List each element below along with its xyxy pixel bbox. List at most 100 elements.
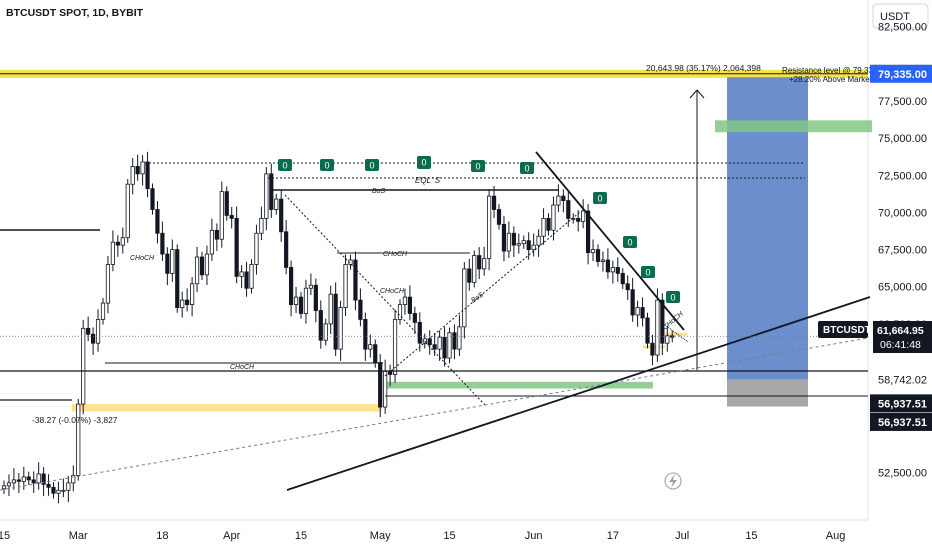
candle-body bbox=[214, 229, 219, 240]
candle-body bbox=[150, 188, 155, 210]
price-tick-label: 70,000.00 bbox=[878, 207, 927, 219]
candle-body bbox=[274, 198, 279, 210]
candle-body bbox=[640, 307, 645, 319]
candle-body bbox=[521, 240, 526, 245]
flag-marker: 0 bbox=[623, 236, 637, 248]
time-tick-label: 15 bbox=[443, 530, 455, 542]
candle-body bbox=[244, 271, 249, 289]
descending-trendline bbox=[535, 151, 685, 331]
flag-marker-bg bbox=[320, 159, 334, 171]
candle-body bbox=[46, 483, 51, 488]
candle-body bbox=[31, 479, 36, 484]
ascending-trendline bbox=[286, 296, 871, 491]
candle-body bbox=[472, 255, 477, 283]
candle-body bbox=[615, 267, 620, 274]
flag-marker: 0 bbox=[417, 156, 431, 168]
candle-body bbox=[338, 307, 343, 350]
candle-body bbox=[378, 362, 383, 408]
price-tick-label: 77,500.00 bbox=[878, 96, 927, 108]
flag-marker-text: 0 bbox=[524, 164, 529, 174]
flag-marker-bg bbox=[278, 159, 292, 171]
flag-marker-text: 0 bbox=[645, 268, 650, 278]
flag-marker-text: 0 bbox=[324, 161, 329, 171]
price-tick-label: 75,000.00 bbox=[878, 133, 927, 145]
candle-body bbox=[486, 195, 492, 259]
candle-body bbox=[328, 293, 333, 325]
price-badge-bg bbox=[870, 64, 932, 83]
flag-marker: 0 bbox=[471, 160, 485, 172]
candle-body bbox=[100, 302, 106, 320]
time-tick-label: Aug bbox=[826, 530, 846, 542]
time-tick-label: 17 bbox=[607, 530, 619, 542]
candle-body bbox=[91, 333, 96, 344]
flag-marker-bg bbox=[520, 162, 534, 174]
zones-layer bbox=[0, 69, 872, 412]
candle-body bbox=[6, 482, 12, 487]
candle-body bbox=[209, 229, 214, 255]
candle-body bbox=[526, 240, 531, 251]
price-badge-label: 79,335.00 bbox=[878, 69, 927, 81]
flag-marker-bg bbox=[417, 156, 431, 168]
price-tick-label: 65,000.00 bbox=[878, 282, 927, 294]
order-block-small bbox=[665, 332, 687, 336]
time-tick-label: May bbox=[370, 530, 391, 542]
candle-body bbox=[234, 217, 239, 277]
candle-body bbox=[358, 299, 363, 320]
candle-body bbox=[259, 217, 264, 234]
candle-body bbox=[660, 299, 665, 344]
candle-body bbox=[180, 299, 185, 308]
candle-body bbox=[165, 253, 170, 274]
time-tick-label: Apr bbox=[223, 530, 240, 542]
candle-body bbox=[175, 249, 180, 308]
candle-body bbox=[170, 249, 175, 274]
candle-body bbox=[556, 195, 561, 206]
symbol-badge-text: BTCUSDT bbox=[823, 325, 871, 336]
candle-body bbox=[422, 338, 427, 344]
candle-body bbox=[61, 489, 66, 492]
candle-body bbox=[516, 243, 521, 246]
flag-marker-bg bbox=[365, 159, 379, 171]
candle-body bbox=[318, 310, 323, 341]
choch-diag-label: CHoCH bbox=[380, 288, 405, 295]
candle-body bbox=[511, 232, 516, 246]
measure-low-label: -38.27 (-0.07%) -3,827 bbox=[32, 415, 118, 425]
flag-marker-bg bbox=[666, 291, 680, 303]
candle-body bbox=[427, 338, 432, 346]
candle-body bbox=[110, 241, 115, 265]
candle-body bbox=[625, 283, 630, 291]
flag-marker-bg bbox=[641, 266, 655, 278]
candle-body bbox=[56, 489, 61, 494]
flag-marker-bg bbox=[623, 236, 637, 248]
candle-body bbox=[41, 473, 46, 485]
candle-body bbox=[249, 264, 254, 289]
flag-marker-text: 0 bbox=[670, 293, 675, 303]
candle-body bbox=[323, 323, 328, 341]
lightning-icon[interactable] bbox=[664, 472, 682, 490]
candle-body bbox=[185, 299, 190, 305]
candle-body bbox=[81, 327, 86, 405]
symbol-badge bbox=[818, 321, 868, 338]
candle-body bbox=[224, 191, 229, 216]
candle-body bbox=[105, 264, 111, 304]
currency-button[interactable]: USDT bbox=[872, 3, 929, 29]
time-tick-label: Jul bbox=[675, 530, 689, 542]
price-tick-label: 72,500.00 bbox=[878, 170, 927, 182]
candle-body bbox=[462, 268, 467, 328]
candle-body bbox=[120, 237, 125, 246]
eqls-label: EQL' S bbox=[415, 176, 441, 185]
candle-body bbox=[452, 332, 457, 350]
candle-body bbox=[610, 267, 615, 273]
price-tick-label: 58,742.02 bbox=[878, 375, 927, 387]
order-block bbox=[72, 404, 382, 412]
candle-body bbox=[145, 161, 150, 190]
measure-arrow bbox=[689, 89, 698, 99]
candle-body bbox=[353, 259, 358, 301]
candle-body bbox=[546, 217, 551, 231]
candle-body bbox=[605, 259, 611, 273]
last-price-value: 61,664.95 bbox=[877, 325, 924, 337]
candle-body bbox=[343, 264, 348, 308]
price-tick-label: 67,500.00 bbox=[878, 245, 927, 257]
time-axis[interactable]: 15 Mar 18 Apr 15 May 15 Jun 17 Jul 15 Aug bbox=[0, 530, 845, 542]
flag-marker: 0 bbox=[641, 266, 655, 278]
